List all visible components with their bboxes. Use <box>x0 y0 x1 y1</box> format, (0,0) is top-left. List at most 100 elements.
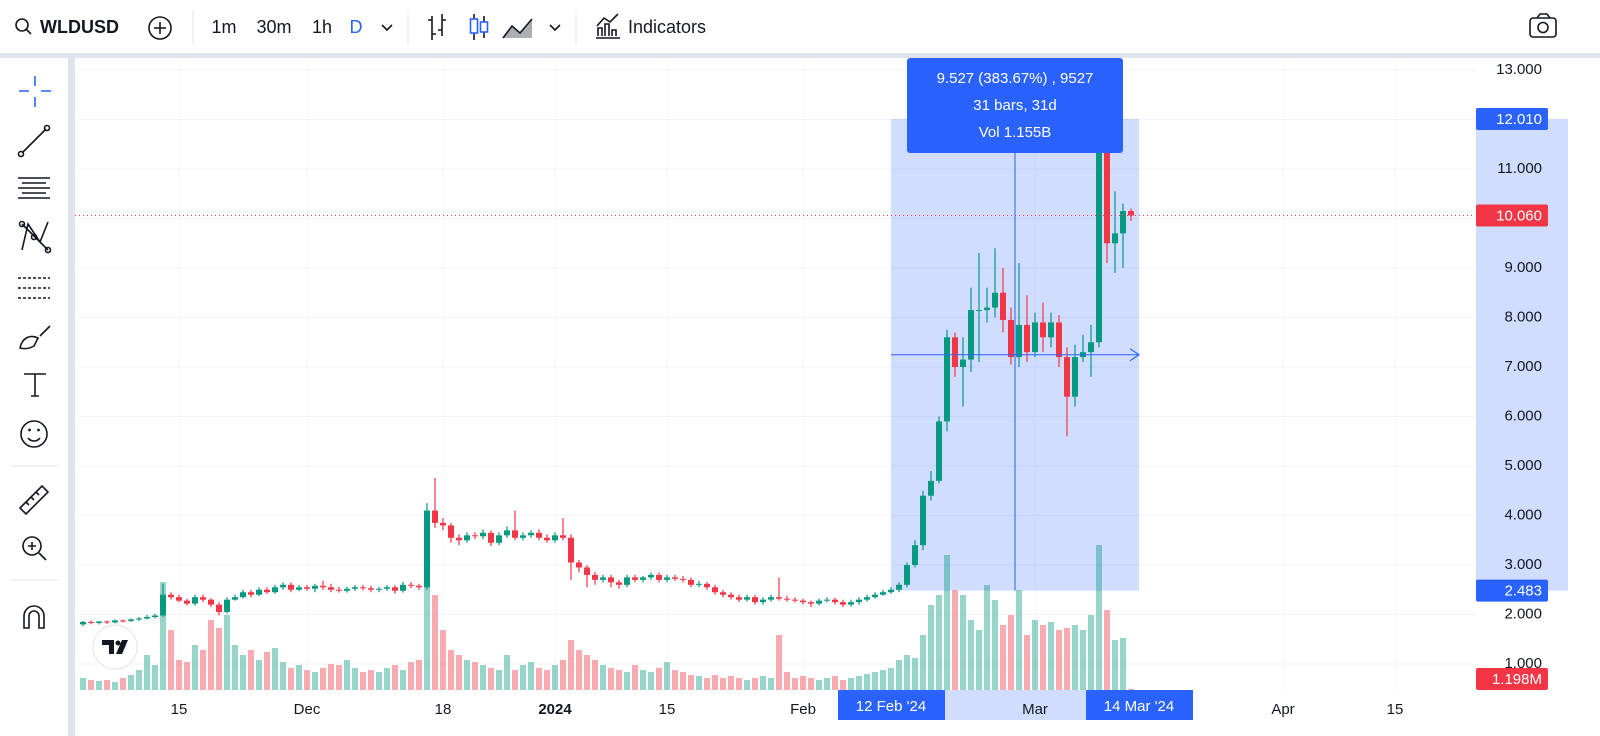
measure-end-label: 14 Mar '24 <box>1104 698 1174 715</box>
magnet-tool[interactable] <box>23 605 45 629</box>
candle-body <box>912 545 918 566</box>
volume-bar <box>672 670 678 690</box>
pattern-tool[interactable] <box>18 220 52 254</box>
indicators-button[interactable]: Indicators <box>628 17 706 37</box>
candle-body <box>984 307 990 311</box>
volume-bar <box>512 670 518 690</box>
snapshot-icon[interactable] <box>1529 13 1557 38</box>
brush-tool[interactable] <box>19 325 51 350</box>
volume-bar <box>1072 625 1078 690</box>
volume-bar <box>208 620 214 690</box>
fib-tool[interactable] <box>18 177 50 199</box>
volume-bar <box>952 590 958 690</box>
crosshair-tool[interactable] <box>19 76 51 107</box>
chevron[interactable] <box>381 24 393 32</box>
candle-body <box>744 597 750 600</box>
volume-bar <box>296 665 302 690</box>
candle-body <box>880 592 886 595</box>
candle-body <box>1120 211 1126 234</box>
x-tick-label: Mar <box>1022 701 1048 718</box>
symbol[interactable]: WLDUSD <box>40 17 119 37</box>
volume-bar <box>824 678 830 690</box>
candle-body <box>792 599 798 601</box>
prediction-tool[interactable] <box>18 277 50 299</box>
ruler-tool[interactable] <box>18 484 50 516</box>
logo <box>92 624 138 670</box>
candle-body <box>160 594 166 616</box>
volume-bar <box>544 670 550 690</box>
candle-body <box>208 599 214 605</box>
search-icon[interactable] <box>15 18 32 35</box>
interval[interactable]: 1m <box>211 17 236 37</box>
volume-bar <box>552 665 558 690</box>
candle-body <box>800 600 806 603</box>
candle-body <box>536 532 542 538</box>
candle-body <box>112 620 118 623</box>
volume-bar <box>144 655 150 690</box>
candle-body <box>240 592 246 598</box>
volume-bar <box>1016 590 1022 690</box>
volume-bar <box>1008 615 1014 690</box>
candle-body <box>88 621 94 623</box>
y-tick-label: 11.000 <box>1497 160 1542 177</box>
candle-body <box>640 577 646 580</box>
interval-active[interactable]: D <box>350 17 363 37</box>
candle-body <box>936 421 942 481</box>
volume-bar <box>1112 640 1118 690</box>
add-symbol[interactable] <box>148 16 172 40</box>
volume-bar <box>1096 545 1102 690</box>
candle-body <box>832 599 838 603</box>
emoji-tool[interactable] <box>20 420 48 448</box>
volume-bar <box>680 672 686 690</box>
interval[interactable]: 1h <box>312 17 332 37</box>
chevron[interactable] <box>549 24 561 32</box>
area-style-icon[interactable] <box>502 18 533 39</box>
volume-bar <box>464 660 470 690</box>
candle-body <box>432 510 438 523</box>
candle-body <box>664 577 670 580</box>
trend-line-tool[interactable] <box>17 124 51 158</box>
volume-bar <box>192 645 198 690</box>
candle-body <box>96 621 102 623</box>
candle-body <box>728 594 734 598</box>
interval[interactable]: 30m <box>256 17 291 37</box>
candle-body <box>408 584 414 586</box>
measure-low-label-box <box>1476 579 1548 602</box>
candle-body <box>144 616 150 619</box>
volume-bar <box>760 676 766 690</box>
candle-style-icon[interactable] <box>469 14 489 40</box>
zoom-tool[interactable] <box>22 536 47 561</box>
volume-bar <box>648 672 654 690</box>
text-tool[interactable] <box>24 373 46 397</box>
volume-bar <box>416 660 422 690</box>
candle-body <box>1088 342 1094 353</box>
volume-bar <box>528 662 534 690</box>
candle-body <box>1008 319 1014 358</box>
candle-body <box>576 562 582 568</box>
volume-bar <box>176 660 182 690</box>
candle-body <box>392 587 398 591</box>
measure-tooltip-line: Vol 1.155B <box>979 124 1052 141</box>
volume-bar <box>480 665 486 690</box>
volume-bar <box>248 650 254 690</box>
volume-bar <box>664 662 670 690</box>
candle-body <box>472 535 478 537</box>
candle-body <box>120 620 126 622</box>
candle-body <box>280 584 286 588</box>
volume-bar <box>240 655 246 690</box>
volume-bar <box>768 678 774 690</box>
bar-style-icon[interactable] <box>428 14 446 40</box>
volume-bar <box>712 675 718 690</box>
x-tick-label: Apr <box>1271 701 1294 718</box>
x-tick-label: 15 <box>1387 701 1404 718</box>
candle-body <box>200 597 206 600</box>
candle-body <box>304 587 310 589</box>
candle-body <box>376 588 382 590</box>
volume-bar <box>936 595 942 690</box>
volume-bar <box>488 668 494 690</box>
volume-bar <box>440 630 446 690</box>
indicators-icon[interactable] <box>596 13 620 39</box>
volume-bar <box>792 678 798 690</box>
